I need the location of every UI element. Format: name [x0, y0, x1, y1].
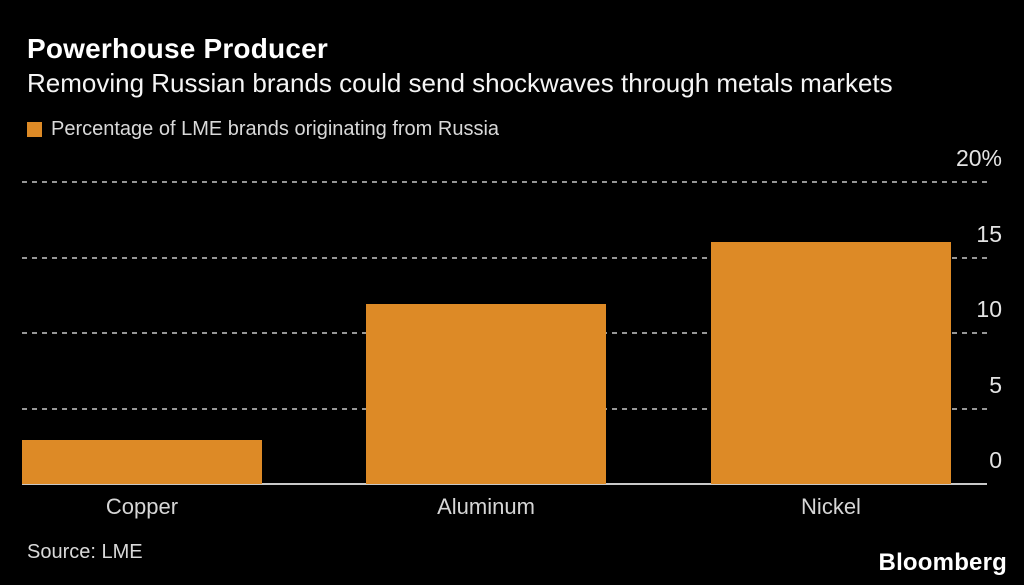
- y-tick-label-0: 0: [989, 447, 1002, 473]
- legend-swatch-icon: [27, 122, 42, 137]
- chart-subtitle: Removing Russian brands could send shock…: [27, 68, 893, 98]
- gridline-15: [22, 256, 987, 259]
- bloomberg-logo: Bloomberg: [878, 549, 1007, 576]
- bar-copper: [22, 440, 262, 484]
- y-tick-label-15: 15: [976, 220, 1002, 247]
- source-note: Source: LME: [27, 541, 143, 563]
- y-tick-label-5: 5: [989, 371, 1002, 398]
- bar-aluminum: [366, 304, 606, 484]
- chart-title: Powerhouse Producer: [27, 33, 328, 64]
- gridline-20: [22, 181, 987, 183]
- y-tick-label-20: 20%: [955, 145, 1002, 171]
- bar-nickel: [711, 242, 951, 484]
- category-label-copper: Copper: [105, 494, 179, 519]
- legend: Percentage of LME brands originating fro…: [27, 118, 499, 141]
- category-label-aluminum: Aluminum: [437, 494, 535, 519]
- legend-label: Percentage of LME brands originating fro…: [51, 118, 500, 140]
- category-label-nickel: Nickel: [801, 494, 861, 519]
- y-tick-label-10: 10: [976, 296, 1002, 322]
- x-axis-baseline: [22, 483, 987, 485]
